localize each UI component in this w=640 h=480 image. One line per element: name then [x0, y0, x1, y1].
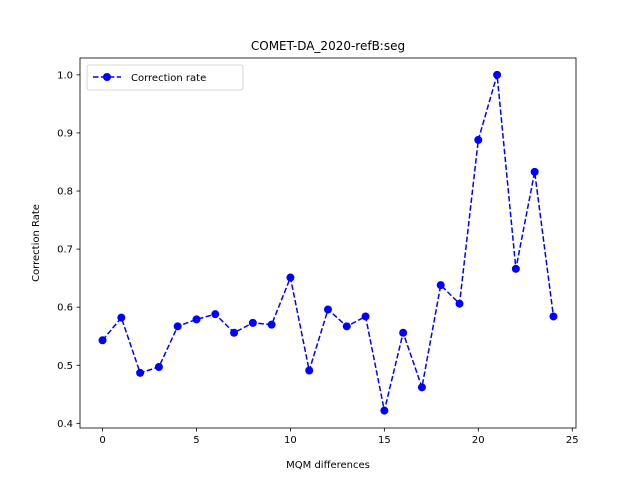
data-point	[192, 315, 201, 324]
x-tick-label: 0	[99, 435, 105, 446]
y-tick-label: 0.7	[57, 245, 73, 256]
y-tick-label: 0.8	[57, 187, 73, 198]
data-point	[549, 312, 558, 321]
plot-area	[98, 70, 558, 415]
data-point	[154, 363, 163, 372]
data-point	[342, 322, 351, 331]
data-point	[211, 310, 220, 319]
x-tick-label: 15	[378, 435, 391, 446]
data-point	[136, 368, 145, 377]
x-axis: 0 5 10 15 20 25	[99, 428, 579, 446]
data-point	[493, 70, 502, 79]
x-tick-label: 5	[193, 435, 199, 446]
legend-box	[86, 64, 244, 91]
data-point	[324, 305, 332, 314]
data-point	[455, 299, 464, 308]
data-point	[361, 312, 370, 321]
y-tick-label: 1.0	[57, 70, 73, 81]
x-axis-label: MQM differences	[286, 460, 370, 471]
data-point	[474, 135, 483, 144]
x-tick-label: 25	[566, 435, 579, 446]
chart-title: COMET-DA_2020-refB:seg	[251, 39, 405, 53]
data-point	[230, 328, 239, 337]
y-tick-label: 0.4	[57, 419, 73, 430]
data-point	[173, 322, 182, 331]
legend-marker-sample	[103, 73, 111, 81]
x-tick-label: 20	[472, 435, 485, 446]
y-axis: 0.4 0.5 0.6 0.7 0.8 0.9 1.0	[57, 70, 80, 430]
data-point	[511, 264, 520, 273]
data-point	[399, 328, 408, 337]
data-point	[380, 406, 389, 415]
data-point	[530, 167, 539, 176]
data-point	[248, 318, 257, 327]
data-point	[417, 383, 426, 392]
legend-label: Correction rate	[131, 73, 206, 84]
plot-frame	[79, 57, 577, 429]
y-tick-label: 0.5	[57, 361, 73, 372]
legend: Correction rate	[86, 64, 244, 91]
data-point	[305, 366, 314, 375]
y-axis-label: Correction Rate	[31, 204, 42, 282]
data-point	[286, 273, 295, 282]
data-point	[436, 281, 445, 290]
data-point	[117, 313, 126, 322]
data-point	[267, 320, 276, 329]
x-tick-label: 10	[284, 435, 297, 446]
y-tick-label: 0.9	[57, 128, 73, 139]
y-tick-label: 0.6	[57, 303, 73, 314]
data-point	[98, 336, 107, 345]
